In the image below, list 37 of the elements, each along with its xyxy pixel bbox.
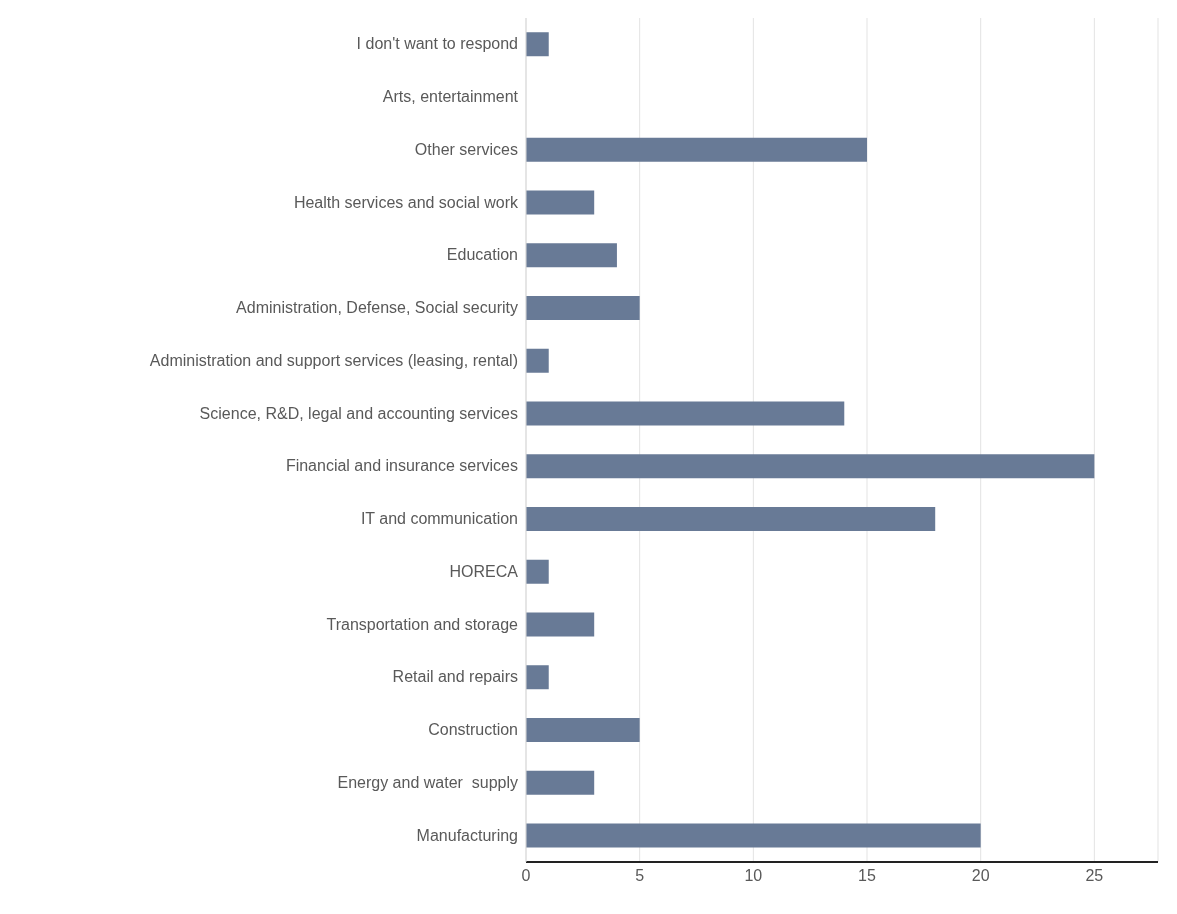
bar — [526, 612, 595, 637]
bar — [526, 823, 981, 848]
bar — [526, 454, 1095, 479]
bar — [526, 137, 868, 162]
y-tick-label: Other services — [414, 140, 518, 158]
y-tick-label: Administration, Defense, Social security — [236, 299, 518, 317]
bar — [526, 295, 640, 320]
x-tick-label: 5 — [635, 867, 645, 885]
x-tick-label: 20 — [971, 867, 990, 885]
y-tick-label: Science, R&D, legal and accounting services — [199, 404, 518, 422]
x-tick-label: 25 — [1085, 867, 1104, 885]
bar — [526, 401, 845, 426]
bar — [526, 559, 549, 584]
y-tick-label: Retail and repairs — [392, 668, 518, 686]
y-tick-label: IT and communication — [360, 510, 518, 528]
bar — [526, 348, 549, 373]
bar — [526, 717, 640, 742]
x-tick-label: 0 — [521, 867, 531, 885]
y-tick-label: Transportation and storage — [326, 615, 519, 633]
y-tick-label: Financial and insurance services — [285, 457, 518, 475]
y-tick-label: Education — [446, 246, 518, 264]
bar — [526, 770, 595, 795]
y-tick-label: Construction — [428, 721, 518, 739]
bar — [526, 32, 549, 57]
y-tick-label: I don't want to respond — [356, 35, 518, 53]
y-tick-label: HORECA — [449, 562, 519, 580]
y-tick-label: Health services and social work — [293, 193, 519, 211]
y-tick-label: Administration and support services (leasing, rental) — [149, 351, 518, 369]
bar — [526, 506, 936, 531]
y-tick-label: Manufacturing — [416, 826, 518, 844]
bar — [526, 190, 595, 215]
bar — [526, 665, 549, 690]
y-tick-label: Energy and water supply — [337, 773, 518, 791]
bar — [526, 243, 617, 268]
x-tick-label: 15 — [858, 867, 877, 885]
y-tick-label: Arts, entertainment — [382, 88, 519, 106]
x-tick-label: 10 — [744, 867, 763, 885]
